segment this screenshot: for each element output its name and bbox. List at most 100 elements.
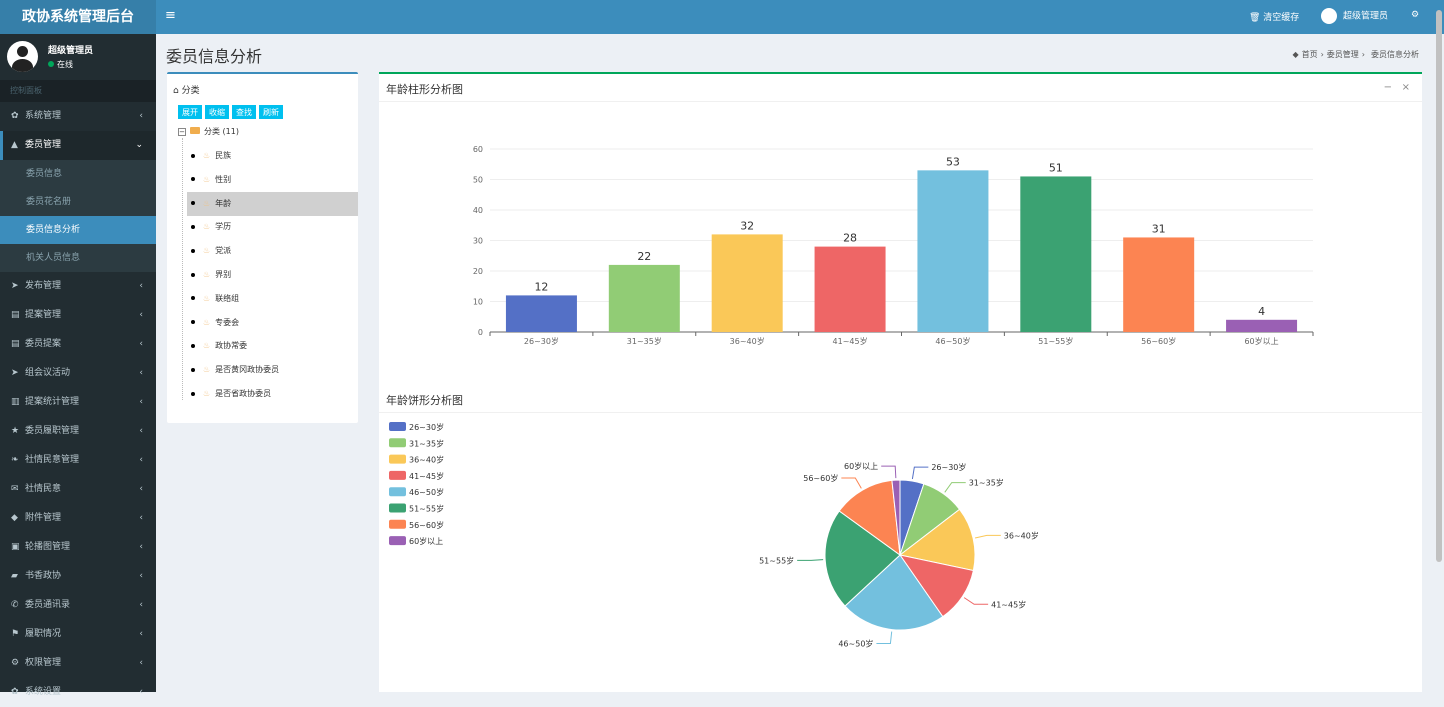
legend-swatch[interactable] [389, 503, 406, 513]
sidebar-item[interactable]: ▣ 轮播图管理 ‹ [0, 533, 156, 562]
submenu-item[interactable]: 机关人员信息 [26, 253, 81, 263]
tree-node[interactable]: ♨ 政协常委 [187, 334, 358, 358]
legend-label[interactable]: 36~40岁 [409, 455, 444, 465]
sidebar-item[interactable]: ▥ 提案统计管理 ‹ [0, 388, 156, 417]
legend-label[interactable]: 31~35岁 [409, 438, 444, 448]
sidebar-item[interactable]: ▤ 委员提案 ‹ [0, 330, 156, 359]
clear-cache-button[interactable]: 🗑 清空缓存 [1249, 10, 1299, 23]
legend-label[interactable]: 51~55岁 [409, 504, 444, 514]
y-tick-label: 0 [478, 328, 483, 337]
leaf-icon: ♨ [203, 293, 211, 303]
sidebar-item[interactable]: ▲ 委员管理 ⌄ [0, 131, 156, 160]
tree-node[interactable]: ♨ 学历 [187, 215, 358, 239]
sidebar-item[interactable]: ★ 委员履职管理 ‹ [0, 417, 156, 446]
tree-root[interactable]: − 分类 (11) [178, 126, 239, 137]
breadcrumb-members[interactable]: 委员管理 [1326, 50, 1359, 59]
sidebar-item[interactable]: ➤ 组会议活动 ‹ [0, 359, 156, 388]
legend-label[interactable]: 41~45岁 [409, 471, 444, 481]
pie-label: 36~40岁 [1004, 530, 1039, 540]
bar[interactable] [608, 264, 680, 332]
sidebar-item[interactable]: ⚑ 履职情况 ‹ [0, 620, 156, 649]
tree-node[interactable]: ♨ 是否省政协委员 [187, 382, 358, 406]
legend-label[interactable]: 26~30岁 [409, 422, 444, 432]
pie-label: 26~30岁 [931, 462, 966, 472]
tree-node[interactable]: ♨ 党派 [187, 239, 358, 263]
pie-slice[interactable] [824, 510, 901, 607]
x-tick-label: 60岁以上 [1244, 336, 1278, 346]
app-logo[interactable]: 政协系统管理后台 [0, 0, 156, 34]
bar[interactable] [1123, 237, 1195, 332]
sidebar-item[interactable]: ✿ 系统设置 ‹ [0, 678, 156, 707]
tree-node[interactable]: ♨ 专委会 [187, 311, 358, 335]
legend-label[interactable]: 60岁以上 [409, 536, 443, 546]
close-icon[interactable]: × [1401, 82, 1410, 93]
sidebar-item[interactable]: ✉ 社情民意 ‹ [0, 475, 156, 504]
sidebar-item[interactable]: ⚙ 权限管理 ‹ [0, 649, 156, 678]
submenu-item[interactable]: 委员花名册 [26, 197, 72, 207]
bar[interactable] [1226, 319, 1298, 332]
tree-node[interactable]: ♨ 界别 [187, 263, 358, 287]
legend-swatch[interactable] [389, 454, 406, 464]
pie-label: 56~60岁 [803, 473, 838, 483]
refresh-button[interactable]: 刷新 [259, 105, 283, 119]
legend-swatch[interactable] [389, 519, 406, 529]
submenu-item[interactable]: 委员信息分析 [0, 216, 156, 244]
bar[interactable] [917, 170, 989, 332]
tree-node[interactable]: ♨ 是否黄冈政协委员 [187, 358, 358, 382]
user-menu[interactable]: 超级管理员 [1321, 8, 1388, 24]
sidebar-item-label: 附件管理 [25, 513, 62, 523]
pie-slice[interactable] [838, 479, 901, 557]
page-scrollbar[interactable] [1436, 10, 1442, 562]
pie-slice[interactable] [891, 479, 901, 556]
chevron-left-icon: ‹ [139, 368, 143, 378]
bar[interactable] [505, 295, 577, 332]
chevron-left-icon: ‹ [139, 455, 143, 465]
gear-icon: ✿ [11, 111, 19, 121]
x-tick-label: 31~35岁 [627, 336, 662, 346]
bar[interactable] [711, 234, 783, 332]
tree-node[interactable]: ♨ 性别 [187, 168, 358, 192]
trash-icon: 🗑 [1249, 13, 1264, 23]
collapse-toggle-icon[interactable]: − [178, 128, 186, 136]
pie-slice[interactable] [844, 554, 944, 631]
sidebar-item[interactable]: ✆ 委员通讯录 ‹ [0, 591, 156, 620]
page-title: 委员信息分析 [166, 47, 263, 66]
bar[interactable] [814, 246, 886, 332]
legend-swatch[interactable] [389, 470, 406, 480]
sidebar-item[interactable]: ▤ 提案管理 ‹ [0, 301, 156, 330]
submenu-item[interactable]: 委员信息 [26, 169, 63, 179]
bar[interactable] [1020, 176, 1092, 332]
sidebar-item[interactable]: ➤ 发布管理 ‹ [0, 272, 156, 301]
legend-label[interactable]: 46~50岁 [409, 487, 444, 497]
sidebar-item-label: 书香政协 [25, 571, 62, 581]
tree-node-label: 政协常委 [215, 341, 248, 351]
avatar [7, 41, 38, 72]
breadcrumb-home[interactable]: 首页 [1301, 50, 1318, 59]
leaf-icon: ♨ [203, 151, 211, 160]
legend-swatch[interactable] [389, 438, 406, 448]
expand-button[interactable]: 展开 [178, 105, 202, 119]
collapse-button[interactable]: 收缩 [205, 105, 229, 119]
pie-slice[interactable] [898, 508, 976, 572]
sidebar-toggle-icon[interactable]: ≡ [165, 8, 176, 23]
tree-root-label: 分类 (11) [204, 127, 239, 136]
search-button[interactable]: 查找 [232, 105, 256, 119]
envelope-icon: ✉ [11, 484, 19, 494]
legend-swatch[interactable] [389, 536, 406, 546]
bar-chart-title: 年龄柱形分析图 [386, 83, 463, 96]
tree-node[interactable]: ♨ 联络组 [187, 287, 358, 311]
legend-swatch[interactable] [389, 422, 406, 431]
legend-swatch[interactable] [389, 487, 406, 497]
legend-label[interactable]: 56~60岁 [409, 520, 444, 530]
submenu: 委员信息委员花名册委员信息分析机关人员信息 [0, 160, 156, 272]
sidebar-item[interactable]: ❧ 社情民意管理 ‹ [0, 446, 156, 475]
tree-node-label: 年龄 [215, 198, 232, 208]
sidebar-item[interactable]: ◆ 附件管理 ‹ [0, 504, 156, 533]
tree-node[interactable]: ♨ 民族 [187, 144, 358, 168]
tags-icon: ◆ [11, 513, 18, 523]
sidebar-item[interactable]: ✿ 系统管理 ‹ [0, 102, 156, 131]
tree-node[interactable]: ♨ 年龄 [187, 191, 358, 216]
settings-cogs-icon[interactable]: ⚙ [1411, 10, 1420, 20]
sidebar-item[interactable]: ▰ 书香政协 ‹ [0, 562, 156, 591]
minimize-icon[interactable]: − [1383, 82, 1393, 93]
